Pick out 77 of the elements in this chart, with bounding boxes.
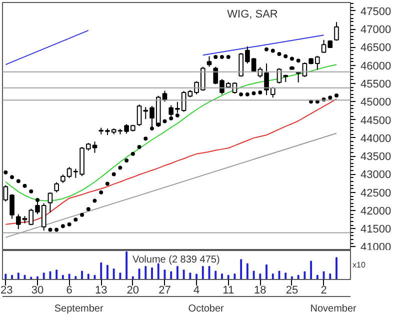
candlestick [54, 182, 59, 193]
y-tick-label: 44500 [360, 114, 392, 127]
y-tick-label: 43500 [360, 151, 392, 164]
point [112, 172, 116, 176]
y-tick-label: 41500 [360, 224, 392, 236]
x-tick-label: 20 [126, 284, 140, 296]
point [16, 179, 20, 184]
x-tick-label: 11 [222, 284, 234, 296]
point [67, 222, 72, 226]
point [226, 54, 230, 59]
y-tick-label: 46000 [360, 60, 392, 72]
point [137, 145, 142, 150]
point [99, 190, 104, 194]
point [156, 122, 160, 126]
y-tick-label: 45500 [360, 78, 392, 90]
point [277, 52, 282, 56]
point [144, 136, 148, 141]
point [270, 48, 275, 53]
text: x10 [352, 260, 366, 270]
point [60, 224, 65, 228]
point [245, 92, 250, 96]
point [214, 54, 218, 59]
point [284, 54, 288, 58]
y-tick-label: 46500 [360, 42, 392, 54]
annotation: Volume (2 839 475) [132, 254, 220, 266]
point [48, 228, 52, 232]
point [328, 96, 332, 100]
point [258, 90, 262, 95]
y-tick-label: 45000 [360, 96, 392, 109]
text: September [54, 304, 104, 314]
point [296, 58, 300, 63]
text: November [310, 304, 358, 314]
x-tick-label: 23 [0, 284, 13, 296]
point [22, 184, 27, 188]
point [124, 158, 129, 162]
y-tick-label: 43000 [360, 169, 392, 182]
point [105, 182, 110, 186]
candlestick [334, 22, 339, 42]
point [118, 166, 122, 170]
point [162, 119, 167, 124]
point [239, 92, 244, 96]
point [92, 198, 97, 203]
point [315, 100, 320, 104]
point [290, 56, 294, 61]
y-tick-label: 47000 [360, 24, 392, 36]
point [169, 116, 174, 120]
x-tick-label: 2 [320, 284, 327, 296]
x-tick-label: 13 [94, 284, 108, 296]
x-tick-label: 4 [193, 284, 200, 296]
point [252, 91, 256, 96]
point [54, 228, 59, 232]
candlestick [48, 192, 53, 213]
x-tick-label: 18 [254, 284, 266, 296]
y-tick-label: 44000 [360, 132, 392, 145]
candlestick [206, 56, 212, 68]
point [86, 207, 90, 212]
x-tick-label: 6 [66, 284, 72, 296]
point [4, 170, 8, 174]
text: WIG, SAR [227, 8, 278, 20]
y-tick-label: 47500 [360, 6, 392, 18]
point [220, 54, 224, 59]
point [150, 126, 154, 130]
point [35, 198, 40, 202]
point [80, 212, 84, 217]
y-tick-label: 42500 [360, 187, 392, 200]
point [10, 175, 14, 180]
point [175, 113, 180, 118]
point [29, 189, 34, 194]
point [74, 218, 78, 222]
x-tick-label: 27 [158, 284, 171, 296]
point [264, 47, 269, 52]
point [130, 152, 135, 156]
text: October [188, 304, 225, 314]
x-tick-label: 30 [31, 284, 44, 296]
point [334, 93, 339, 98]
x-tick-label: 25 [286, 284, 298, 296]
y-tick-label: 42000 [360, 206, 392, 218]
